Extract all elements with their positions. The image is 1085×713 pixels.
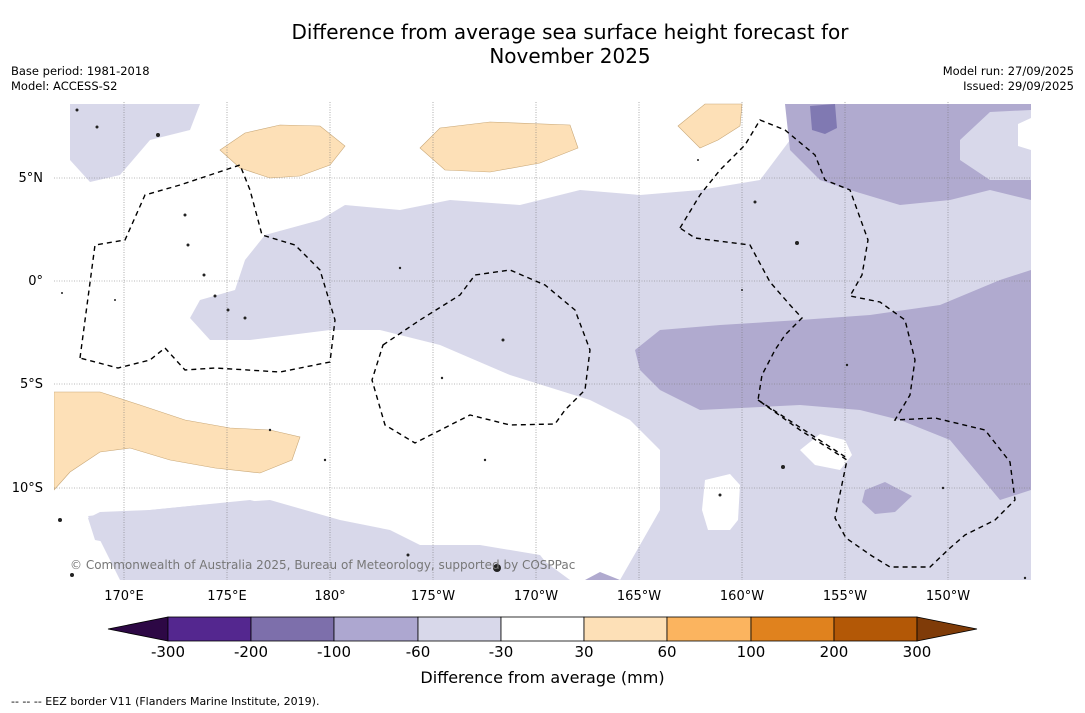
- contour-orange-c: [677, 103, 743, 149]
- colorbar-tick: 100: [736, 643, 766, 661]
- contour-medium-purple-south-edge: [585, 572, 620, 580]
- contour-orange-d: [54, 391, 301, 491]
- colorbar-extend-max: [916, 616, 978, 642]
- model-name: Model: ACCESS-S2: [11, 79, 118, 93]
- contour-medium-purple-spot-north: [810, 104, 837, 134]
- colorbar-label: Difference from average (mm): [420, 668, 665, 687]
- lon-label-175e: 175°E: [207, 589, 247, 604]
- lon-label-170w: 170°W: [513, 589, 559, 604]
- lat-label-5n: 5°N: [18, 171, 44, 186]
- colorbar-extend-min: [107, 616, 169, 642]
- colorbar-tick: -100: [316, 643, 352, 661]
- lon-label-160w: 160°W: [719, 589, 765, 604]
- colorbar-segment-4: [417, 616, 502, 642]
- chart-title: Difference from average sea surface heig…: [0, 20, 1085, 68]
- colorbar-segment-3: [333, 616, 419, 642]
- eez-legend: -- -- -- EEZ border V11 (Flanders Marine…: [11, 695, 320, 708]
- colorbar-tick: 200: [819, 643, 849, 661]
- colorbar-tick: 30: [574, 643, 594, 661]
- contour-medium-purple-east: [635, 104, 1031, 500]
- contour-white-patch-c: [1018, 118, 1031, 150]
- colorbar-tick: -300: [150, 643, 186, 661]
- meta-right: Model run: 27/09/2025 Issued: 29/09/2025: [943, 64, 1074, 94]
- lon-label-170e: 170°E: [104, 589, 144, 604]
- lon-label-180: 180°: [314, 589, 346, 604]
- contour-white-patch-b: [702, 474, 740, 530]
- contour-white-patch-a: [800, 434, 852, 470]
- lat-label-10s: 10°S: [11, 481, 43, 496]
- contour-light-purple-north: [70, 104, 200, 182]
- colorbar-segment-1: [167, 616, 252, 642]
- lon-label-175w: 175°W: [410, 589, 456, 604]
- colorbar-segment-7: [666, 616, 752, 642]
- contour-medium-purple-spot-south: [862, 482, 912, 514]
- colorbar-segment-8: [750, 616, 835, 642]
- copyright-text: © Commonwealth of Australia 2025, Bureau…: [70, 558, 576, 572]
- lat-label-0: 0°: [28, 274, 43, 289]
- colorbar-tick: -60: [405, 643, 431, 661]
- colorbar-segment-2: [250, 616, 335, 642]
- colorbar-segment-6: [583, 616, 668, 642]
- colorbar-segment-5: [500, 616, 585, 642]
- colorbar-tick: 60: [657, 643, 677, 661]
- issued-date: Issued: 29/09/2025: [963, 79, 1074, 93]
- title-line-2: November 2025: [489, 44, 651, 68]
- contour-light-purple-main: [88, 104, 1031, 580]
- base-period: Base period: 1981-2018: [11, 64, 150, 78]
- title-line-1: Difference from average sea surface heig…: [291, 20, 849, 44]
- contour-orange-b: [419, 121, 579, 173]
- meta-left: Base period: 1981-2018 Model: ACCESS-S2: [11, 64, 150, 94]
- lon-label-165w: 165°W: [616, 589, 662, 604]
- lon-label-150w: 150°W: [925, 589, 971, 604]
- model-run: Model run: 27/09/2025: [942, 64, 1074, 78]
- islands: [58, 108, 1027, 580]
- grid-lines: [54, 102, 1031, 580]
- sea-surface-map: [54, 102, 1031, 580]
- lon-label-155w: 155°W: [822, 589, 868, 604]
- colorbar-tick: 300: [902, 643, 932, 661]
- lat-label-5s: 5°S: [19, 377, 43, 392]
- contour-orange-a: [219, 124, 346, 179]
- contour-light-purple-south: [88, 500, 570, 580]
- colorbar-tick: -30: [488, 643, 514, 661]
- colorbar-segment-9: [833, 616, 918, 642]
- colorbar-tick: -200: [233, 643, 269, 661]
- eez-borders: [79, 119, 1016, 568]
